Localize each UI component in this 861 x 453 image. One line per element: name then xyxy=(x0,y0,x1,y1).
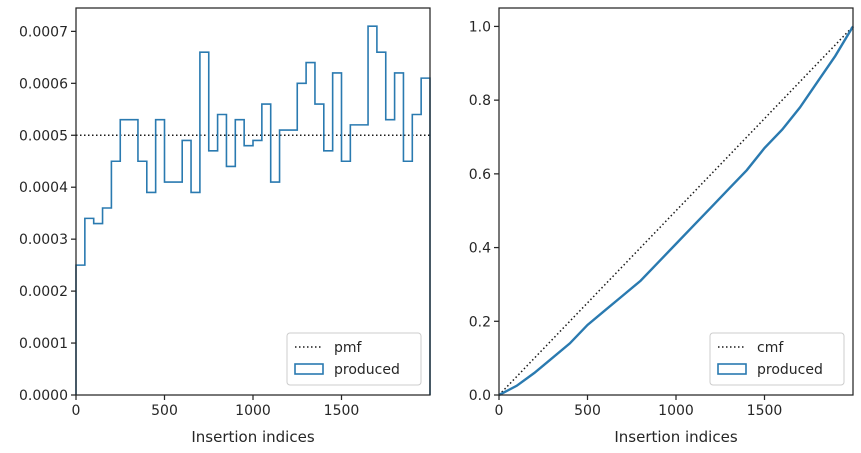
legend-label-produced: produced xyxy=(757,362,823,378)
y-tick-label: 0.0004 xyxy=(19,180,68,196)
legend: cmf produced xyxy=(709,332,845,386)
left-panel-pmf: 0 500 1000 1500 0.0000 0.0001 0.0002 0.0003 0.00… xyxy=(19,7,431,446)
legend-swatch-produced xyxy=(717,363,747,375)
x-axis-label: Insertion indices xyxy=(191,428,314,446)
y-tick-label: 1.0 xyxy=(469,19,491,35)
y-tick-label: 0.0007 xyxy=(19,24,68,40)
y-tick-label: 0.0 xyxy=(469,388,491,404)
y-tick-label: 0.4 xyxy=(469,241,491,257)
series-produced xyxy=(498,25,855,397)
y-tick-label: 0.8 xyxy=(469,93,491,109)
legend-box xyxy=(709,332,845,386)
legend-swatch-produced xyxy=(294,363,324,375)
x-tick-label: 1000 xyxy=(658,403,694,419)
legend-box xyxy=(286,332,422,386)
x-tick-label: 1000 xyxy=(235,403,271,419)
y-tick-label: 0.6 xyxy=(469,167,491,183)
series-produced xyxy=(75,25,431,395)
legend-label-pmf: pmf xyxy=(334,340,363,356)
x-axis-label: Insertion indices xyxy=(614,428,737,446)
y-tick-label: 0.0000 xyxy=(19,388,68,404)
x-tick-label: 0 xyxy=(495,403,504,419)
legend: pmf produced xyxy=(286,332,422,386)
y-tick-label: 0.0006 xyxy=(19,76,68,92)
x-tick-label: 500 xyxy=(151,403,178,419)
x-tick-label: 500 xyxy=(574,403,601,419)
x-tick-label: 1500 xyxy=(324,403,360,419)
y-tick-label: 0.0005 xyxy=(19,128,68,144)
y-tick-label: 0.0001 xyxy=(19,336,68,352)
legend-label-cmf: cmf xyxy=(757,340,784,356)
y-tick-label: 0.0003 xyxy=(19,232,68,248)
y-tick-label: 0.0002 xyxy=(19,284,68,300)
right-panel-cmf: 0 500 1000 1500 0.0 0.2 0.4 0.6 0.8 1.0 Insertion … xyxy=(469,7,855,446)
x-tick-label: 1500 xyxy=(747,403,783,419)
reference-line-cmf xyxy=(498,25,854,396)
y-tick-label: 0.2 xyxy=(469,314,491,330)
x-tick-label: 0 xyxy=(72,403,81,419)
legend-label-produced: produced xyxy=(334,362,400,378)
